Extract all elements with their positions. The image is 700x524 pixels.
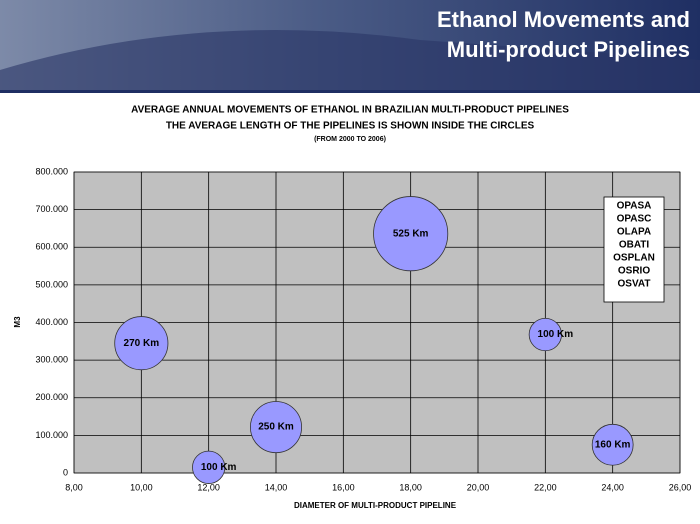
legend-item: OBATI xyxy=(619,240,650,251)
x-tick-label: 16,00 xyxy=(332,482,355,492)
banner-rule xyxy=(0,90,700,93)
y-tick-label: 200.000 xyxy=(35,392,68,402)
chart-note: (FROM 2000 TO 2006) xyxy=(314,136,386,143)
y-tick-label: 600.000 xyxy=(35,242,68,252)
y-axis-label: M3 xyxy=(13,316,22,328)
x-tick-label: 12,00 xyxy=(197,482,220,492)
bubble xyxy=(528,317,562,352)
x-tick-label: 10,00 xyxy=(130,482,153,492)
x-axis-label: DIAMETER OF MULTI-PRODUCT PIPELINE xyxy=(294,501,457,510)
y-tick-label: 400.000 xyxy=(35,317,68,327)
bubble-label: 250 Km xyxy=(258,422,294,433)
legend-box xyxy=(603,196,665,303)
slide-title: Ethanol Movements and xyxy=(437,7,690,32)
legend-item: OPASC xyxy=(617,214,652,225)
bubble xyxy=(591,423,634,466)
y-tick-label: 300.000 xyxy=(35,355,68,365)
chart-title: AVERAGE ANNUAL MOVEMENTS OF ETHANOL IN B… xyxy=(131,105,569,116)
bubble-label: 525 Km xyxy=(393,228,429,239)
x-tick-label: 24,00 xyxy=(601,482,624,492)
bubble xyxy=(114,316,169,371)
y-tick-label: 800.000 xyxy=(35,166,68,176)
y-tick-label: 0 xyxy=(63,467,68,477)
y-tick-label: 700.000 xyxy=(35,204,68,214)
x-tick-label: 26,00 xyxy=(669,482,692,492)
slide-title: Multi-product Pipelines xyxy=(447,37,690,62)
legend-item: OPASA xyxy=(617,201,652,212)
x-tick-label: 18,00 xyxy=(399,482,422,492)
x-tick-label: 20,00 xyxy=(467,482,490,492)
bubble-label: 270 Km xyxy=(124,338,160,349)
x-tick-label: 14,00 xyxy=(265,482,288,492)
legend-item: OSVAT xyxy=(618,279,651,290)
bubble xyxy=(249,401,303,454)
bubble-label: 100 Km xyxy=(201,462,237,473)
y-tick-label: 100.000 xyxy=(35,430,68,440)
y-tick-label: 500.000 xyxy=(35,279,68,289)
x-tick-label: 22,00 xyxy=(534,482,557,492)
legend-item: OSRIO xyxy=(618,266,650,277)
bubble-label: 100 Km xyxy=(538,329,574,340)
bubble xyxy=(192,450,226,484)
x-tick-label: 8,00 xyxy=(65,482,83,492)
banner-shape xyxy=(0,30,700,90)
chart-subtitle: THE AVERAGE LENGTH OF THE PIPELINES IS S… xyxy=(166,121,535,132)
bubble xyxy=(373,196,449,272)
bubble-label: 160 Km xyxy=(595,439,631,450)
legend-item: OSPLAN xyxy=(613,253,655,264)
legend-item: OLAPA xyxy=(617,227,651,238)
